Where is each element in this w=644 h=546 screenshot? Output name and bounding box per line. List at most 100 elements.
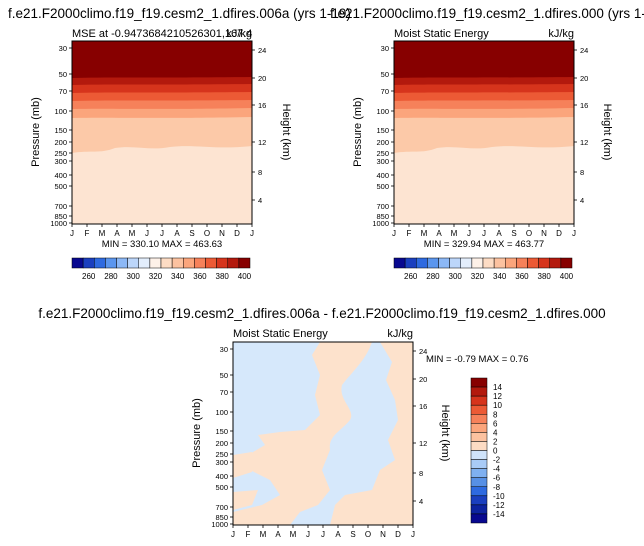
panel-top-left-height-label: 16 xyxy=(258,101,266,110)
panel-top-right-month-label: J xyxy=(572,229,576,238)
panel-bottom-pressure-label: 70 xyxy=(220,388,228,397)
panel-top-right-height-label: 4 xyxy=(580,196,584,205)
panel-top-left-month-label: J xyxy=(145,229,149,238)
panel-bottom-colorbar-cell xyxy=(470,477,488,487)
panel-top-left-colorbar-cell xyxy=(205,257,217,269)
panel-top-left-month-label: O xyxy=(204,229,210,238)
panel-bottom-colorbar-label: 12 xyxy=(493,392,502,401)
panel-bottom: f.e21.F2000climo.f19_f19.cesm2_1.dfires.… xyxy=(38,306,605,539)
panel-top-right-pressure-label: 70 xyxy=(381,87,389,96)
panel-top-left-minmax: MIN = 330.10 MAX = 463.63 xyxy=(102,239,222,250)
panel-top-right-height-label: 24 xyxy=(580,46,588,55)
panel-top-left-field xyxy=(72,41,252,224)
panel-bottom-colorbar-label: -10 xyxy=(493,492,505,501)
panel-top-right-colorbar-label: 380 xyxy=(538,272,552,281)
panel-bottom-colorbar-cell xyxy=(470,468,488,478)
panel-top-right-colorbar-label: 400 xyxy=(560,272,574,281)
panel-bottom-height-label: 8 xyxy=(419,469,423,478)
panel-bottom-month-label: N xyxy=(380,530,386,539)
panel-top-right: f.e21.F2000climo.f19_f19.cesm2_1.dfires.… xyxy=(330,6,644,281)
panel-top-right-colorbar-label: 260 xyxy=(404,272,418,281)
panel-top-left-colorbar-label: 320 xyxy=(149,272,163,281)
panel-top-right-colorbar-cell xyxy=(538,257,550,269)
panel-top-left-colorbar-cell xyxy=(127,257,139,269)
panel-top-right-colorbar-cell xyxy=(505,257,517,269)
panel-bottom-month-label: O xyxy=(365,530,371,539)
panel-bottom-colorbar-label: -8 xyxy=(493,483,501,492)
panel-top-left-month-label: S xyxy=(189,229,194,238)
panel-bottom-colorbar-label: 14 xyxy=(493,383,502,392)
panel-top-right-month-label: S xyxy=(511,229,516,238)
panel-top-left-height-label: 24 xyxy=(258,46,266,55)
panel-bottom-pressure-label: 300 xyxy=(215,458,228,467)
panel-top-right-pressure-label: 400 xyxy=(376,171,389,180)
panel-top-right-colorbar-label: 320 xyxy=(471,272,485,281)
panel-top-left-pressure-label: 850 xyxy=(54,212,67,221)
panel-top-left-month-label: J xyxy=(250,229,254,238)
panel-top-right-month-label: J xyxy=(482,229,486,238)
panel-bottom-pressure-label: 400 xyxy=(215,472,228,481)
panel-bottom-pressure-label: 250 xyxy=(215,450,228,459)
panel-top-right-month-label: J xyxy=(467,229,471,238)
panel-top-left-colorbar-cell xyxy=(194,257,206,269)
panel-top-left-pressure-label: 50 xyxy=(59,70,67,79)
panel-top-right-pressure-label: 300 xyxy=(376,157,389,166)
panel-bottom-colorbar-label: -12 xyxy=(493,501,505,510)
panel-bottom-month-label: F xyxy=(246,530,251,539)
panel-top-left-month-label: F xyxy=(85,229,90,238)
panel-top-left-ticks: J F M A M J J A S O N D J305070100150200250300400500… xyxy=(50,44,266,238)
panel-bottom-pressure-label: 500 xyxy=(215,483,228,492)
panel-bottom-month-label: J xyxy=(321,530,325,539)
panel-bottom-colorbar-cell xyxy=(470,432,488,442)
panel-top-left-colorbar-cell xyxy=(216,257,228,269)
panel-top-left-colorbar-cell xyxy=(82,257,95,269)
panel-top-right-colorbar-cell xyxy=(527,257,539,269)
panel-top-left-colorbar-cell xyxy=(138,257,151,269)
panel-top-left-colorbar-cell xyxy=(149,257,162,269)
panel-top-left-pressure-label: 500 xyxy=(54,182,67,191)
panel-top-left-title: f.e21.F2000climo.f19_f19.cesm2_1.dfires.… xyxy=(8,6,351,21)
panel-bottom-colorbar-cell xyxy=(470,423,488,433)
panel-bottom-ticks: J F M A M J J A S O N D J305070100150200250300400500… xyxy=(211,345,427,539)
panel-top-left-month-label: A xyxy=(174,229,180,238)
panel-top-left-month-label: N xyxy=(219,229,225,238)
panel-top-right-height-label: 20 xyxy=(580,74,588,83)
panel-bottom-colorbar-cell xyxy=(470,377,488,388)
panel-bottom-month-label: A xyxy=(275,530,281,539)
panel-bottom-title: f.e21.F2000climo.f19_f19.cesm2_1.dfires.… xyxy=(38,306,605,321)
panel-bottom-colorbar-cell xyxy=(470,504,488,515)
panel-top-left-month-label: J xyxy=(160,229,164,238)
panel-top-right-height-label: 16 xyxy=(580,101,588,110)
panel-top-right-colorbar-cell xyxy=(493,257,506,269)
panel-top-right-month-label: F xyxy=(407,229,412,238)
panel-bottom-month-label: J xyxy=(411,530,415,539)
panel-top-right-colorbar-cell xyxy=(560,257,573,269)
panel-bottom-month-label: J xyxy=(306,530,310,539)
panel-top-left-pressure-label: 400 xyxy=(54,171,67,180)
panel-top-right-units: kJ/kg xyxy=(548,28,574,40)
panel-bottom-colorbar-label: 0 xyxy=(493,447,498,456)
panel-bottom-height-label: 24 xyxy=(419,347,427,356)
panel-bottom-height-label: 12 xyxy=(419,439,427,448)
panel-bottom-month-label: S xyxy=(350,530,355,539)
panel-top-left-height-label: 20 xyxy=(258,74,266,83)
panel-top-right-pressure-label: 500 xyxy=(376,182,389,191)
panel-bottom-colorbar-label: -14 xyxy=(493,510,505,519)
panel-bottom-ylabel: Pressure (mb) xyxy=(191,398,203,468)
panel-top-left-pressure-label: 250 xyxy=(54,149,67,158)
panel-bottom-pressure-label: 700 xyxy=(215,503,228,512)
panel-top-right-colorbar-label: 360 xyxy=(515,272,529,281)
panel-bottom-pressure-label: 100 xyxy=(215,408,228,417)
panel-bottom-colorbar-label: 2 xyxy=(493,437,498,446)
panel-top-left-pressure-label: 100 xyxy=(54,107,67,116)
panel-top-right-ticks: J F M A M J J A S O N D J305070100150200250300400500… xyxy=(372,44,588,238)
panel-top-right-colorbar-cell xyxy=(416,257,428,269)
panel-top-right-field xyxy=(394,41,574,224)
panel-top-left-colorbar-cell xyxy=(238,257,251,269)
panel-bottom-colorbar-label: -6 xyxy=(493,474,501,483)
panel-top-left-height-label: 8 xyxy=(258,168,262,177)
panel-top-left-colorbar-label: 260 xyxy=(82,272,96,281)
panel-top-left-month-label: J xyxy=(70,229,74,238)
panel-top-left-colorbar-label: 280 xyxy=(104,272,118,281)
panel-top-right-pressure-label: 250 xyxy=(376,149,389,158)
